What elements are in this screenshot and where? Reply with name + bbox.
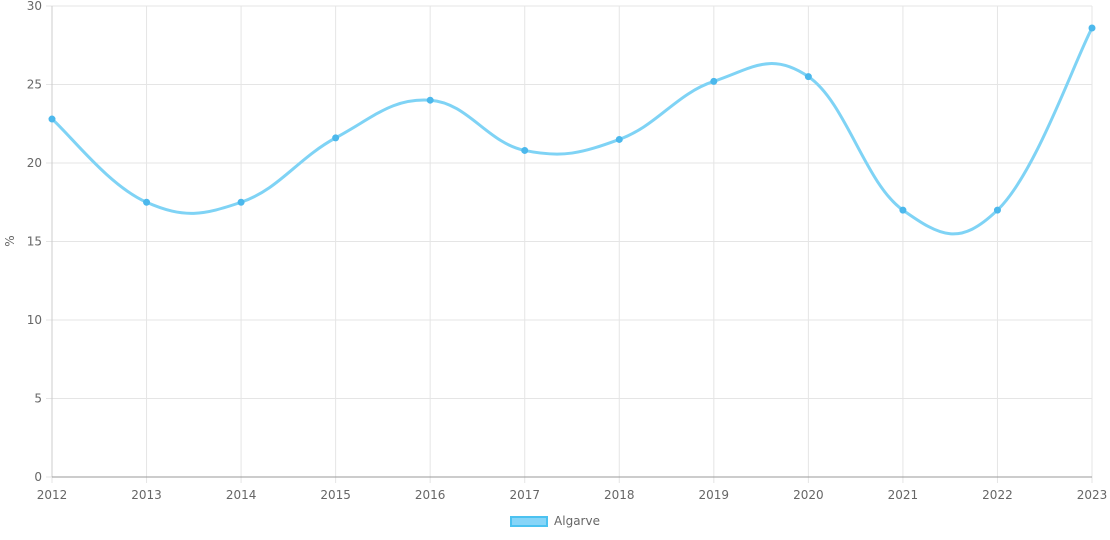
y-axis-ticks: 0 5 10 15 20 25 30 [27, 0, 42, 484]
data-point-2023[interactable] [1088, 24, 1096, 32]
y-tick-label: 5 [34, 392, 42, 406]
legend-swatch [510, 515, 549, 527]
data-point-2015[interactable] [332, 134, 340, 142]
data-point-2020[interactable] [804, 73, 812, 81]
y-tick-label: 10 [27, 313, 42, 327]
x-tick-label: 2021 [888, 488, 919, 502]
x-tick-label: 2022 [982, 488, 1013, 502]
legend: Algarve [0, 514, 1110, 528]
x-tick-label: 2015 [320, 488, 351, 502]
data-point-2018[interactable] [615, 135, 623, 143]
y-tick-label: 0 [34, 470, 42, 484]
x-tick-label: 2013 [131, 488, 162, 502]
data-point-2012[interactable] [48, 115, 56, 123]
data-point-2022[interactable] [993, 206, 1001, 214]
series-line-algarve [51, 27, 1094, 236]
grid [46, 5, 1093, 483]
legend-item-algarve[interactable]: Algarve [510, 514, 600, 528]
legend-label: Algarve [554, 514, 600, 528]
x-tick-label: 2023 [1077, 488, 1108, 502]
data-point-2019[interactable] [710, 77, 718, 85]
x-tick-label: 2017 [509, 488, 540, 502]
data-point-2021[interactable] [899, 206, 907, 214]
y-tick-label: 30 [27, 0, 42, 13]
x-tick-label: 2014 [226, 488, 257, 502]
y-tick-label: 20 [27, 156, 42, 170]
data-point-2016[interactable] [426, 96, 434, 104]
data-point-2013[interactable] [143, 198, 151, 206]
data-point-2017[interactable] [521, 146, 529, 154]
x-tick-label: 2016 [415, 488, 446, 502]
series-group [48, 24, 1096, 236]
y-tick-label: 25 [27, 78, 42, 92]
data-point-2014[interactable] [237, 198, 245, 206]
y-tick-label: 15 [27, 235, 42, 249]
x-tick-label: 2020 [793, 488, 824, 502]
y-axis-label: % [3, 235, 17, 246]
x-tick-label: 2012 [37, 488, 68, 502]
x-tick-label: 2019 [699, 488, 730, 502]
x-axis-ticks: 2012 2013 2014 2015 2016 2017 2018 2019 2020 2021… [37, 488, 1108, 502]
x-tick-label: 2018 [604, 488, 635, 502]
